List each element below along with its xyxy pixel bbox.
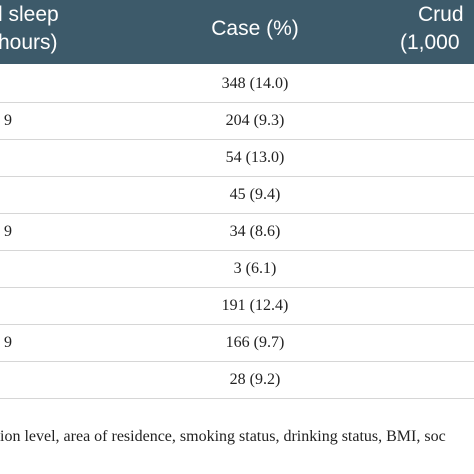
table-row: 348 (14.0) [0,65,474,103]
table-row: 9 34 (8.6) [0,213,474,251]
row-label: 9 [4,334,12,351]
row-label: 9 [4,223,12,240]
case-cell: 54 (13.0) [225,149,285,166]
header-cell: hours) [0,31,58,54]
table-row: 45 (9.4) [0,176,474,214]
case-cell: 204 (9.3) [225,112,285,129]
case-cell: 3 (6.1) [233,260,277,277]
case-cell: 28 (9.2) [229,371,281,388]
header-cell: (1,000 [400,31,460,54]
case-cell: 191 (12.4) [221,297,289,314]
row-label: 9 [4,112,12,129]
table-row: 3 (6.1) [0,250,474,288]
table-row: 9 204 (9.3) [0,102,474,140]
header-cell: Crud [418,3,464,26]
footnote: ion level, area of residence, smoking st… [0,428,446,445]
case-cell: 166 (9.7) [225,334,285,351]
case-cell: 45 (9.4) [229,186,281,203]
header-cell: l sleep [0,3,59,26]
table-row: 28 (9.2) [0,361,474,399]
header-cell: Case (%) [211,17,299,40]
table-row: 9 166 (9.7) [0,324,474,362]
case-cell: 34 (8.6) [229,223,281,240]
table-header: l sleep hours) Case (%) Crud (1,000 [0,0,474,64]
case-cell: 348 (14.0) [221,75,289,92]
table-row: 54 (13.0) [0,139,474,177]
table-row: 191 (12.4) [0,287,474,325]
